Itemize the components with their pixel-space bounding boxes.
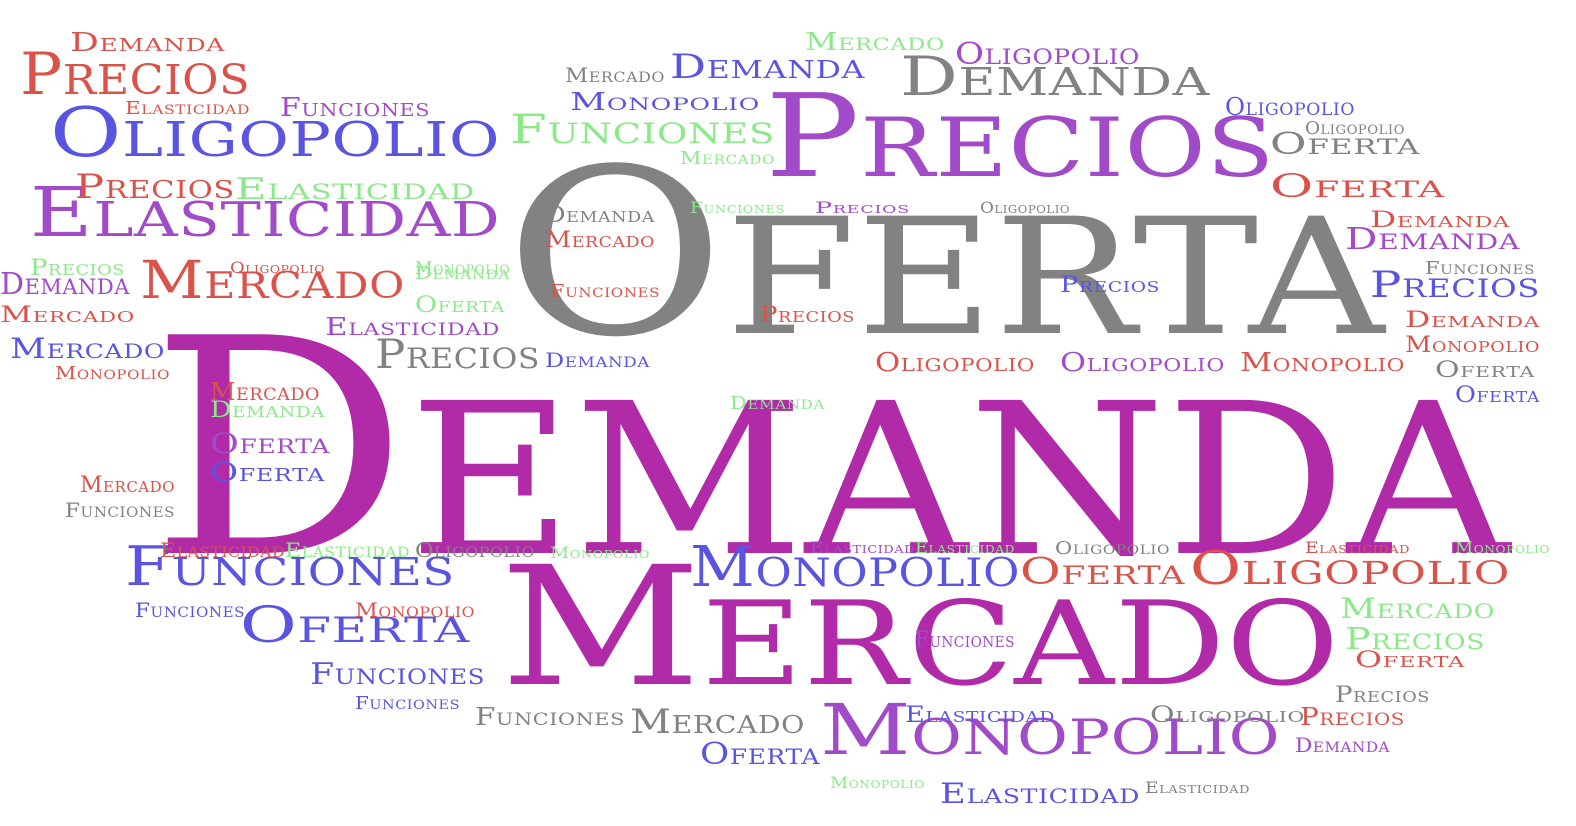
word-precios-19: Precios xyxy=(75,167,235,207)
word-oferta-50: Oferta xyxy=(1435,358,1535,383)
word-funciones-16: Funciones xyxy=(510,107,776,153)
word-precios-99: Precios xyxy=(30,256,126,281)
word-demanda-0: Demanda xyxy=(150,275,1511,624)
word-precios-25: Precios xyxy=(1370,265,1541,306)
word-oligopolio-57: Oligopolio xyxy=(1055,538,1171,559)
word-demanda-59: Demanda xyxy=(545,203,656,228)
word-precios-52: Precios xyxy=(760,303,856,328)
word-elasticidad-73: Elasticidad xyxy=(160,538,285,562)
word-oferta-67: Oferta xyxy=(1355,648,1466,673)
word-precios-82: Precios xyxy=(815,198,911,217)
word-oferta-22: Oferta xyxy=(1270,127,1421,162)
word-monopolio-36: Monopolio xyxy=(570,88,760,116)
word-demanda-55: Demanda xyxy=(0,267,130,302)
word-funciones-71: Funciones xyxy=(355,693,460,714)
word-elasticidad-78: Elasticidad xyxy=(915,538,1015,557)
word-mercado-30: Mercado xyxy=(630,702,805,742)
word-monopolio-94: Monopolio xyxy=(55,363,170,384)
word-demanda-53: Demanda xyxy=(210,398,326,423)
word-demanda-84: Demanda xyxy=(1295,733,1390,757)
word-oligopolio-4: Oligopolio xyxy=(50,94,501,173)
word-oferta-65: Oferta xyxy=(210,458,326,488)
word-oligopolio-12: Oligopolio xyxy=(1190,541,1510,595)
word-oferta-44: Oferta xyxy=(700,737,820,772)
word-elasticidad-43: Elasticidad xyxy=(940,777,1140,810)
word-demanda-24: Demanda xyxy=(1345,222,1521,257)
word-funciones-9: Funciones xyxy=(125,535,455,598)
word-funciones-70: Funciones xyxy=(135,598,245,622)
word-funciones-56: Funciones xyxy=(475,703,626,731)
word-precios-15: Precios xyxy=(375,332,541,378)
word-funciones-72: Funciones xyxy=(1425,258,1536,279)
word-funciones-28: Funciones xyxy=(280,93,431,123)
word-mercado-63: Mercado xyxy=(80,473,176,498)
word-mercado-29: Mercado xyxy=(805,28,945,56)
word-monopolio-69: Monopolio xyxy=(355,598,475,622)
word-mercado-11: Mercado xyxy=(140,251,405,311)
word-monopolio-7: Monopolio xyxy=(820,689,1281,771)
word-elasticidad-87: Elasticidad xyxy=(1145,778,1251,797)
word-monopolio-39: Monopolio xyxy=(1240,348,1406,378)
word-elasticidad-96: Elasticidad xyxy=(125,98,251,119)
word-monopolio-76: Monopolio xyxy=(550,543,651,562)
word-oferta-27: Oferta xyxy=(210,427,330,460)
word-precios-32: Precios xyxy=(1345,622,1486,657)
word-oferta-1: Oferta xyxy=(505,121,1385,388)
word-mercado-2: Mercado xyxy=(500,531,1340,723)
word-mercado-60: Mercado xyxy=(545,228,655,253)
word-funciones-88: Funciones xyxy=(690,198,785,217)
word-funciones-45: Funciones xyxy=(915,628,1015,653)
word-elasticidad-40: Elasticidad xyxy=(325,313,500,341)
word-demanda-17: Demanda xyxy=(670,47,866,87)
word-monopolio-100: Monopolio xyxy=(415,258,510,279)
word-mercado-54: Mercado xyxy=(0,303,135,328)
word-precios-47: Precios xyxy=(1300,703,1405,731)
word-oligopolio-46: Oligopolio xyxy=(1150,703,1305,728)
word-elasticidad-42: Elasticidad xyxy=(905,703,1055,728)
word-precios-10: Precios xyxy=(20,40,251,108)
word-oligopolio-38: Oligopolio xyxy=(1060,348,1225,378)
word-elasticidad-77: Elasticidad xyxy=(810,538,916,557)
word-demanda-18: Demanda xyxy=(70,28,226,58)
word-demanda-64: Demanda xyxy=(415,263,510,284)
word-oligopolio-79: Oligopolio xyxy=(1305,118,1405,139)
word-oferta-14: Oferta xyxy=(1020,552,1186,593)
word-demanda-103: Demanda xyxy=(730,393,825,414)
word-oferta-23: Oferta xyxy=(1270,167,1445,205)
word-oferta-101: Oferta xyxy=(415,293,505,318)
word-funciones-61: Funciones xyxy=(550,281,661,302)
word-oligopolio-85: Oligopolio xyxy=(980,198,1071,217)
word-monopolio-8: Monopolio xyxy=(690,535,1020,600)
word-oligopolio-89: Oligopolio xyxy=(230,258,326,277)
word-mercado-26: Mercado xyxy=(10,332,166,365)
word-mercado-41: Mercado xyxy=(210,378,320,406)
word-precios-83: Precios xyxy=(1335,683,1431,708)
word-oferta-13: Oferta xyxy=(240,596,470,654)
word-monopolio-86: Monopolio xyxy=(830,773,925,792)
word-elasticidad-80: Elasticidad xyxy=(1305,538,1411,557)
word-mercado-91: Mercado xyxy=(680,148,776,169)
word-funciones-68: Funciones xyxy=(65,498,175,522)
word-oligopolio-37: Oligopolio xyxy=(875,348,1035,378)
word-oligopolio-90: Oligopolio xyxy=(1225,93,1355,121)
word-oferta-51: Oferta xyxy=(1455,383,1540,408)
word-funciones-31: Funciones xyxy=(310,657,485,692)
word-elasticidad-20: Elasticidad xyxy=(235,172,475,207)
word-demanda-34: Demanda xyxy=(1370,208,1510,233)
word-monopolio-48: Monopolio xyxy=(1405,333,1541,358)
word-demanda-35: Demanda xyxy=(1405,308,1540,333)
word-elasticidad-5: Elasticidad xyxy=(30,174,501,253)
word-elasticidad-74: Elasticidad xyxy=(285,538,410,562)
word-oligopolio-75: Oligopolio xyxy=(415,538,535,562)
word-demanda-62: Demanda xyxy=(545,348,651,372)
word-mercado-33: Mercado xyxy=(1340,592,1496,625)
word-monopolio-81: Monopolio xyxy=(1455,538,1550,557)
word-precios-49: Precios xyxy=(1060,273,1161,298)
word-precios-3: Precios xyxy=(765,70,1275,204)
word-mercado-95: Mercado xyxy=(565,63,666,87)
word-demanda-6: Demanda xyxy=(900,45,1211,108)
word-oligopolio-21: Oligopolio xyxy=(955,37,1140,72)
